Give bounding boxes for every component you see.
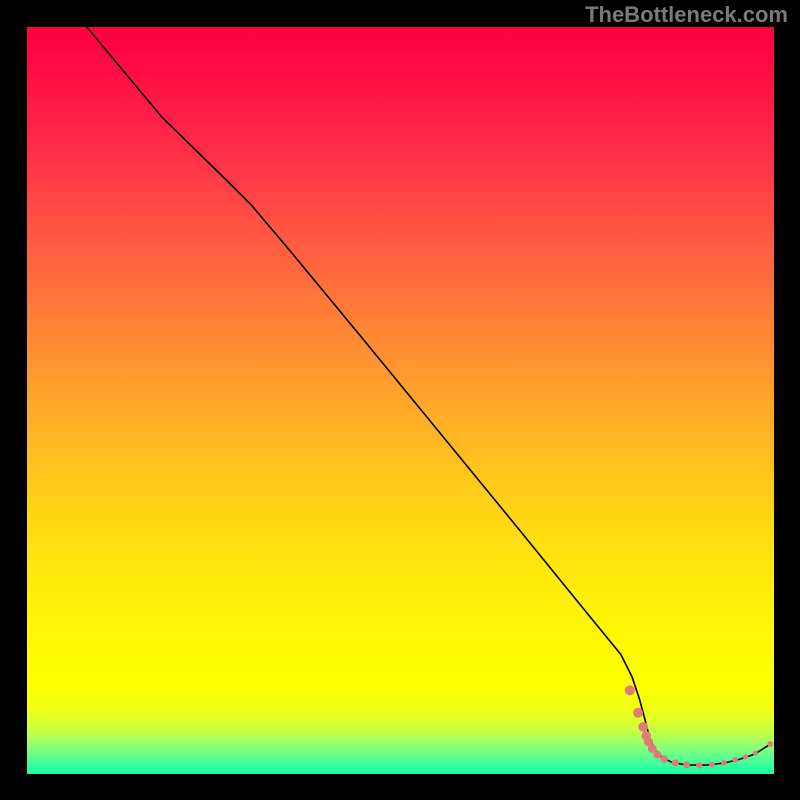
- data-marker: [767, 741, 773, 747]
- data-marker: [696, 762, 702, 768]
- plot-background: [27, 27, 774, 774]
- data-marker: [625, 685, 635, 695]
- data-marker: [638, 722, 648, 732]
- data-marker: [653, 751, 661, 759]
- data-marker: [633, 708, 643, 718]
- data-marker: [743, 754, 748, 759]
- watermark-text: TheBottleneck.com: [585, 2, 788, 28]
- data-marker: [732, 757, 738, 763]
- data-marker: [660, 755, 668, 763]
- data-marker: [683, 761, 690, 768]
- data-marker: [753, 750, 758, 755]
- data-marker: [721, 760, 727, 766]
- chart-svg: [0, 0, 800, 800]
- chart-container: TheBottleneck.com: [0, 0, 800, 800]
- data-marker: [709, 762, 715, 768]
- data-marker: [672, 759, 679, 766]
